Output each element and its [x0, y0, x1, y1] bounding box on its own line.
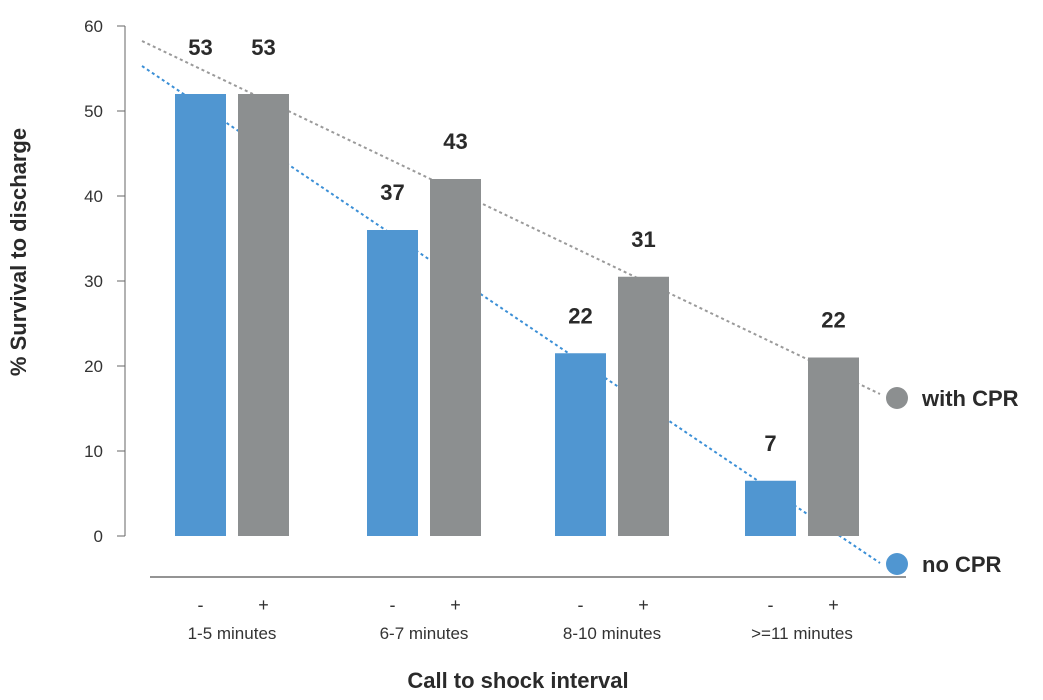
x-category-label: >=11 minutes	[751, 624, 853, 643]
data-label: 7	[764, 431, 776, 456]
sub-label: -	[768, 595, 774, 615]
trendlines	[141, 40, 881, 564]
y-tick-label: 0	[94, 527, 103, 546]
y-tick-label: 20	[84, 357, 103, 376]
legend-label: with CPR	[921, 386, 1019, 411]
bar-no-cpr	[367, 230, 418, 536]
bar-with-cpr	[238, 94, 289, 536]
bar-with-cpr	[808, 357, 859, 536]
bar-no-cpr	[555, 353, 606, 536]
sub-label: -	[198, 595, 204, 615]
y-tick-label: 40	[84, 187, 103, 206]
y-tick-label: 10	[84, 442, 103, 461]
trendline-with-cpr	[141, 40, 881, 395]
sub-label: +	[638, 595, 649, 615]
data-label: 31	[631, 227, 655, 252]
sub-label: +	[450, 595, 461, 615]
x-category-label: 1-5 minutes	[188, 624, 277, 643]
legend-marker	[886, 553, 908, 575]
y-axis: 0 10 20 30 40 50 60	[84, 17, 126, 546]
data-label: 53	[251, 35, 275, 60]
bars	[175, 94, 859, 536]
x-axis-title: Call to shock interval	[407, 668, 628, 693]
bar-with-cpr	[430, 179, 481, 536]
bar-no-cpr	[745, 480, 796, 536]
legend-marker	[886, 387, 908, 409]
y-tick-label: 60	[84, 17, 103, 36]
sub-label: +	[258, 595, 269, 615]
y-axis-title: % Survival to discharge	[6, 128, 31, 376]
bar-no-cpr	[175, 94, 226, 536]
x-category-label: 6-7 minutes	[380, 624, 469, 643]
data-labels: 53 37 22 7 53 43 31 22	[188, 35, 845, 456]
x-category-labels: - +1-5 minutes - +6-7 minutes - +8-10 minutes…	[188, 595, 853, 643]
y-tick-label: 30	[84, 272, 103, 291]
data-label: 53	[188, 35, 212, 60]
legend: no CPR with CPR	[886, 386, 1019, 577]
data-label: 43	[443, 129, 467, 154]
x-category-label: 8-10 minutes	[563, 624, 661, 643]
sub-label: +	[828, 595, 839, 615]
data-label: 22	[568, 303, 592, 328]
legend-label: no CPR	[922, 552, 1002, 577]
trendline-no-cpr	[141, 65, 881, 564]
sub-label: -	[390, 595, 396, 615]
data-label: 37	[380, 180, 404, 205]
data-label: 22	[821, 308, 845, 333]
bar-with-cpr	[618, 276, 669, 536]
sub-label: -	[578, 595, 584, 615]
y-tick-label: 50	[84, 102, 103, 121]
